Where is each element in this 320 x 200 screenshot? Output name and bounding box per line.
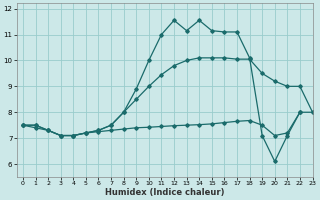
X-axis label: Humidex (Indice chaleur): Humidex (Indice chaleur): [105, 188, 224, 197]
